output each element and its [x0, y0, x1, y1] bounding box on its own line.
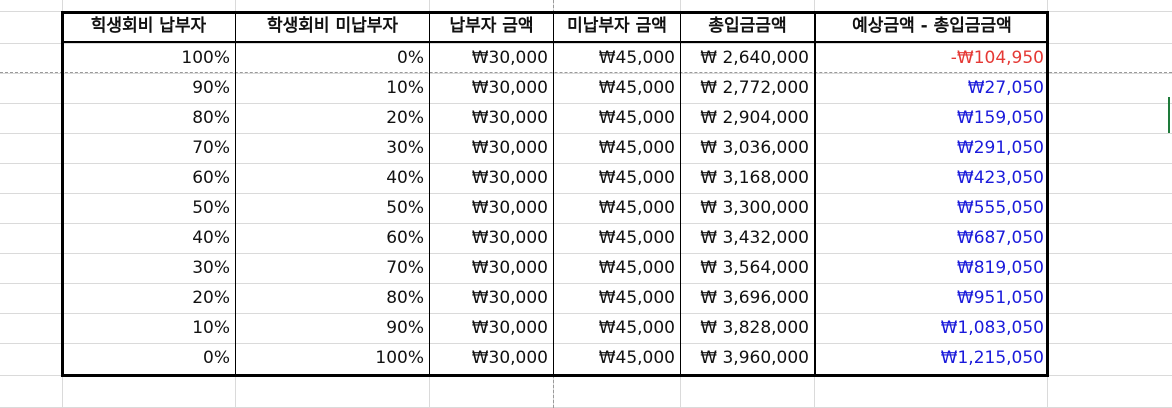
table-cell-unpaid[interactable]: 90%: [386, 318, 424, 338]
table-cell-total[interactable]: ₩ 3,432,000: [700, 228, 809, 248]
table-cell-unpaid-amt[interactable]: ₩45,000: [598, 48, 675, 68]
page-break-horizontal: [0, 72, 1172, 73]
table-cell-paid[interactable]: 30%: [192, 258, 230, 278]
table-cell-total[interactable]: ₩ 3,696,000: [700, 288, 809, 308]
table-cell-paid[interactable]: 100%: [181, 48, 230, 68]
table-cell-unpaid[interactable]: 100%: [375, 348, 424, 368]
table-cell-paid-amt[interactable]: ₩30,000: [471, 288, 548, 308]
table-cell-paid-amt[interactable]: ₩30,000: [471, 168, 548, 188]
table-cell-paid[interactable]: 10%: [192, 318, 230, 338]
table-cell-paid-amt[interactable]: ₩30,000: [471, 78, 548, 98]
table-cell-unpaid[interactable]: 70%: [386, 258, 424, 278]
table-cell-paid-amt[interactable]: ₩30,000: [471, 228, 548, 248]
selection-edge-marker: [1168, 97, 1170, 133]
column-separator: [680, 11, 681, 375]
table-cell-total[interactable]: ₩ 3,564,000: [700, 258, 809, 278]
table-cell-diff[interactable]: ₩1,083,050: [940, 318, 1044, 338]
header-cell-5[interactable]: 총입금금액: [708, 16, 787, 36]
column-separator: [429, 11, 430, 375]
table-cell-paid[interactable]: 40%: [192, 228, 230, 248]
table-cell-diff[interactable]: ₩27,050: [967, 78, 1044, 98]
table-cell-unpaid-amt[interactable]: ₩45,000: [598, 228, 675, 248]
gridline-horizontal: [0, 375, 1172, 376]
table-cell-unpaid[interactable]: 0%: [397, 48, 424, 68]
table-cell-paid-amt[interactable]: ₩30,000: [471, 318, 548, 338]
table-cell-diff[interactable]: ₩423,050: [956, 168, 1044, 188]
table-cell-unpaid-amt[interactable]: ₩45,000: [598, 258, 675, 278]
table-cell-paid-amt[interactable]: ₩30,000: [471, 198, 548, 218]
header-cell-2[interactable]: 학생회비 미납부자: [266, 16, 399, 36]
table-cell-unpaid[interactable]: 10%: [386, 78, 424, 98]
column-separator: [814, 11, 816, 375]
header-cell-3[interactable]: 납부자 금액: [449, 16, 534, 36]
table-cell-diff[interactable]: ₩555,050: [956, 198, 1044, 218]
header-cell-1[interactable]: 힉생회비 납부자: [90, 16, 207, 36]
table-cell-unpaid-amt[interactable]: ₩45,000: [598, 348, 675, 368]
table-cell-unpaid-amt[interactable]: ₩45,000: [598, 78, 675, 98]
table-cell-paid[interactable]: 80%: [192, 108, 230, 128]
table-cell-paid[interactable]: 70%: [192, 138, 230, 158]
table-cell-diff[interactable]: ₩687,050: [956, 228, 1044, 248]
table-cell-paid[interactable]: 0%: [203, 348, 230, 368]
table-cell-paid[interactable]: 50%: [192, 198, 230, 218]
table-cell-paid-amt[interactable]: ₩30,000: [471, 48, 548, 68]
table-cell-unpaid[interactable]: 20%: [386, 108, 424, 128]
table-cell-unpaid[interactable]: 80%: [386, 288, 424, 308]
table-cell-total[interactable]: ₩ 3,960,000: [700, 348, 809, 368]
table-cell-paid-amt[interactable]: ₩30,000: [471, 108, 548, 128]
column-separator: [553, 11, 554, 375]
table-cell-diff[interactable]: ₩159,050: [956, 108, 1044, 128]
table-cell-paid-amt[interactable]: ₩30,000: [471, 138, 548, 158]
table-cell-paid-amt[interactable]: ₩30,000: [471, 258, 548, 278]
table-cell-total[interactable]: ₩ 3,300,000: [700, 198, 809, 218]
table-cell-unpaid-amt[interactable]: ₩45,000: [598, 108, 675, 128]
table-cell-unpaid-amt[interactable]: ₩45,000: [598, 318, 675, 338]
table-cell-unpaid[interactable]: 40%: [386, 168, 424, 188]
table-cell-total[interactable]: ₩ 3,036,000: [700, 138, 809, 158]
table-cell-diff[interactable]: ₩291,050: [956, 138, 1044, 158]
table-cell-paid-amt[interactable]: ₩30,000: [471, 348, 548, 368]
table-cell-diff[interactable]: ₩951,050: [956, 288, 1044, 308]
table-cell-unpaid-amt[interactable]: ₩45,000: [598, 168, 675, 188]
table-cell-diff[interactable]: ₩819,050: [956, 258, 1044, 278]
table-cell-total[interactable]: ₩ 2,904,000: [700, 108, 809, 128]
column-separator: [235, 11, 236, 375]
table-cell-unpaid-amt[interactable]: ₩45,000: [598, 198, 675, 218]
table-cell-total[interactable]: ₩ 3,828,000: [700, 318, 809, 338]
header-bottom-border: [61, 41, 1049, 43]
table-cell-total[interactable]: ₩ 2,772,000: [700, 78, 809, 98]
table-cell-unpaid-amt[interactable]: ₩45,000: [598, 138, 675, 158]
table-cell-unpaid[interactable]: 60%: [386, 228, 424, 248]
table-cell-unpaid[interactable]: 50%: [386, 198, 424, 218]
table-cell-total[interactable]: ₩ 2,640,000: [700, 48, 809, 68]
table-cell-paid[interactable]: 60%: [192, 168, 230, 188]
table-cell-diff[interactable]: ₩1,215,050: [940, 348, 1044, 368]
table-cell-paid[interactable]: 20%: [192, 288, 230, 308]
table-cell-unpaid-amt[interactable]: ₩45,000: [598, 288, 675, 308]
table-cell-unpaid[interactable]: 30%: [386, 138, 424, 158]
header-cell-6[interactable]: 예상금액 - 총입금금액: [852, 16, 1012, 36]
header-cell-4[interactable]: 미납부자 금액: [567, 16, 667, 36]
table-cell-total[interactable]: ₩ 3,168,000: [700, 168, 809, 188]
table-cell-diff[interactable]: -₩104,950: [950, 48, 1044, 68]
table-cell-paid[interactable]: 90%: [192, 78, 230, 98]
